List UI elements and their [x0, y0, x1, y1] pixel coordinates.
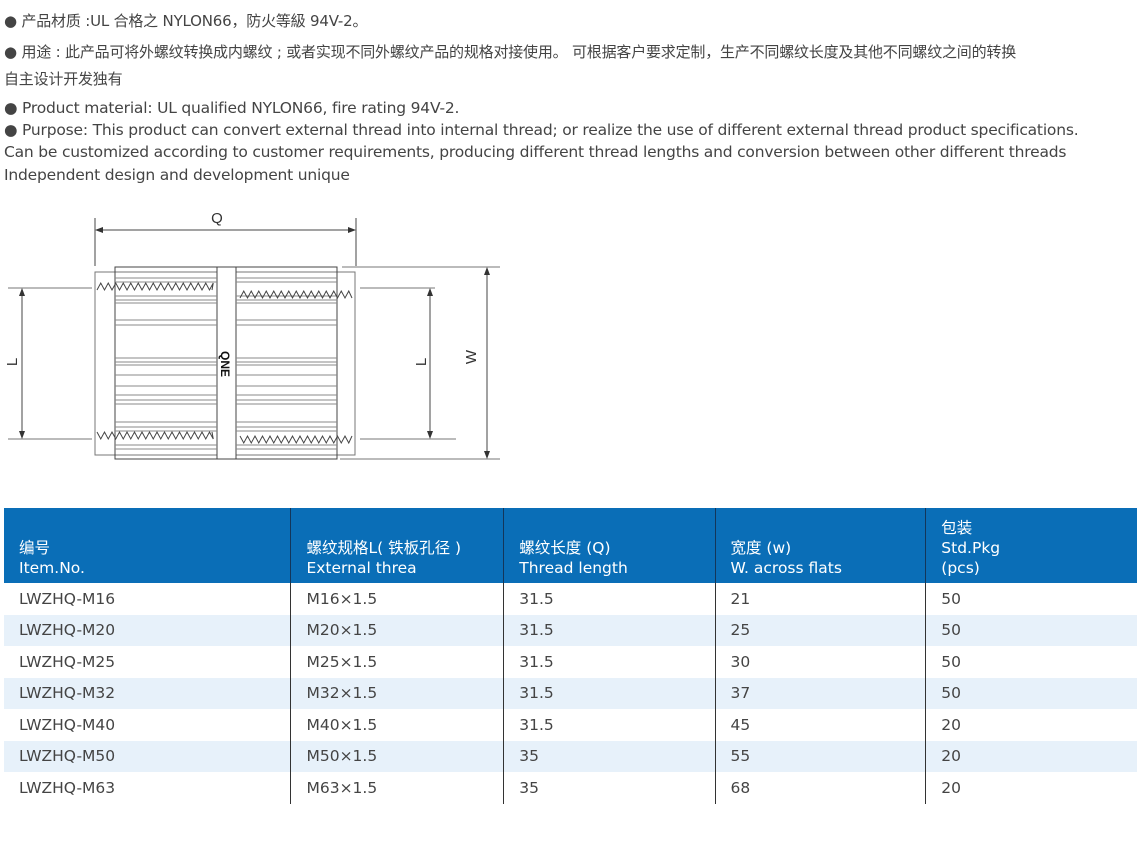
cell-thread-length: 31.5: [503, 709, 715, 741]
cell-thread-length: 31.5: [503, 583, 715, 615]
header-cn: 包装: [941, 519, 973, 537]
header-cn: 宽度 (w): [730, 539, 792, 557]
header-extra: (pcs): [941, 559, 980, 577]
en-material-line: ● Product material: UL qualified NYLON66…: [4, 99, 460, 117]
thread-teeth: [96, 430, 214, 441]
cell-item-no: LWZHQ-M20: [4, 614, 291, 646]
cell-item-no: LWZHQ-M40: [19, 715, 116, 734]
cell-width: 25: [714, 614, 926, 646]
column-header-thread-length: 螺纹长度 (Q) Thread length: [503, 508, 715, 583]
cell-width: 45: [714, 709, 926, 741]
cn-purpose-line: ● 用途 : 此产品可将外螺纹转换成内螺纹 ; 或者实现不同外螺纹产品的规格对接…: [4, 43, 1017, 61]
table-row: LWZHQ-M16 M16×1.5 31.5 21 50: [4, 583, 1137, 615]
header-cn: 螺纹规格L( 铁板孔径 ): [306, 539, 462, 557]
header-en: W. across flats: [730, 559, 842, 577]
cell-item-no: LWZHQ-M50: [4, 740, 291, 772]
column-header-std-pkg: 包装 Std.Pkg (pcs): [925, 508, 1137, 583]
cell-external-thread: M25×1.5: [290, 646, 504, 678]
cell-std-pkg: 50: [925, 646, 1137, 678]
header-en: Item.No.: [19, 559, 85, 577]
cell-thread-length: 31.5: [503, 614, 715, 646]
cell-std-pkg: 20: [925, 772, 1137, 804]
cell-external-thread: M32×1.5: [290, 677, 504, 709]
cell-width: 21: [714, 583, 926, 615]
en-unique-line: Independent design and development uniqu…: [4, 166, 350, 184]
cell-thread-length: 31.5: [503, 677, 715, 709]
cell-item-no: LWZHQ-M63: [19, 778, 116, 797]
product-drawing: Q L L W QNE: [4, 210, 500, 460]
cell-std-pkg: 20: [925, 740, 1137, 772]
brand-mark: QNE: [218, 351, 232, 377]
table-row: LWZHQ-M20 M20×1.5 31.5 25 50: [4, 614, 1137, 646]
header-cn: 螺纹长度 (Q): [519, 539, 611, 557]
cell-external-thread: M50×1.5: [290, 740, 504, 772]
column-header-width: 宽度 (w) W. across flats: [714, 508, 926, 583]
cn-unique-line: 自主设计开发独有: [4, 70, 123, 88]
cell-std-pkg: 50: [925, 614, 1137, 646]
header-en: External threa: [306, 559, 417, 577]
cell-width: 55: [714, 740, 926, 772]
q-label: Q: [211, 210, 223, 227]
header-en: Thread length: [519, 559, 628, 577]
cell-item-no: LWZHQ-M32: [4, 677, 291, 709]
cell-external-thread: M40×1.5: [290, 709, 504, 741]
table-header-row: 编号 Item.No. 螺纹规格L( 铁板孔径 ) External threa 螺纹长…: [4, 508, 1137, 583]
column-header-item-no: 编号 Item.No.: [4, 508, 291, 583]
cell-item-no: LWZHQ-M16: [19, 589, 116, 608]
cell-thread-length: 35: [503, 772, 715, 804]
cell-item-no: LWZHQ-M25: [19, 652, 116, 671]
l-right-label: L: [413, 358, 430, 366]
thread-teeth: [96, 281, 214, 292]
thread-teeth: [239, 434, 353, 445]
column-header-external-thread: 螺纹规格L( 铁板孔径 ) External threa: [290, 508, 504, 583]
cell-width: 30: [714, 646, 926, 678]
table-row: LWZHQ-M40 M40×1.5 31.5 45 20: [4, 709, 1137, 741]
cell-external-thread: M20×1.5: [290, 614, 504, 646]
cell-external-thread: M63×1.5: [290, 772, 504, 804]
cell-external-thread: M16×1.5: [290, 583, 504, 615]
cell-std-pkg: 50: [925, 583, 1137, 615]
table-row: LWZHQ-M63 M63×1.5 35 68 20: [4, 772, 1137, 804]
cell-std-pkg: 50: [925, 677, 1137, 709]
table-row: LWZHQ-M50 M50×1.5 35 55 20: [4, 740, 1137, 772]
en-custom-line: Can be customized according to customer …: [4, 143, 1067, 161]
table-row: LWZHQ-M25 M25×1.5 31.5 30 50: [4, 646, 1137, 678]
cell-thread-length: 31.5: [503, 646, 715, 678]
en-purpose-line: ● Purpose: This product can convert exte…: [4, 121, 1079, 139]
l-left-label: L: [4, 358, 21, 366]
cn-material-line: ● 产品材质 :UL 合格之 NYLON66，防火等級 94V-2。: [4, 12, 368, 30]
cell-width: 68: [714, 772, 926, 804]
cell-width: 37: [714, 677, 926, 709]
header-cn: 编号: [19, 539, 51, 557]
w-label: W: [463, 349, 480, 364]
cell-thread-length: 35: [503, 740, 715, 772]
cell-std-pkg: 20: [925, 709, 1137, 741]
header-en: Std.Pkg: [941, 539, 1001, 557]
table-row: LWZHQ-M32 M32×1.5 31.5 37 50: [4, 677, 1137, 709]
spec-table: 编号 Item.No. 螺纹规格L( 铁板孔径 ) External threa 螺纹长…: [4, 508, 1137, 804]
thread-teeth: [239, 289, 353, 300]
